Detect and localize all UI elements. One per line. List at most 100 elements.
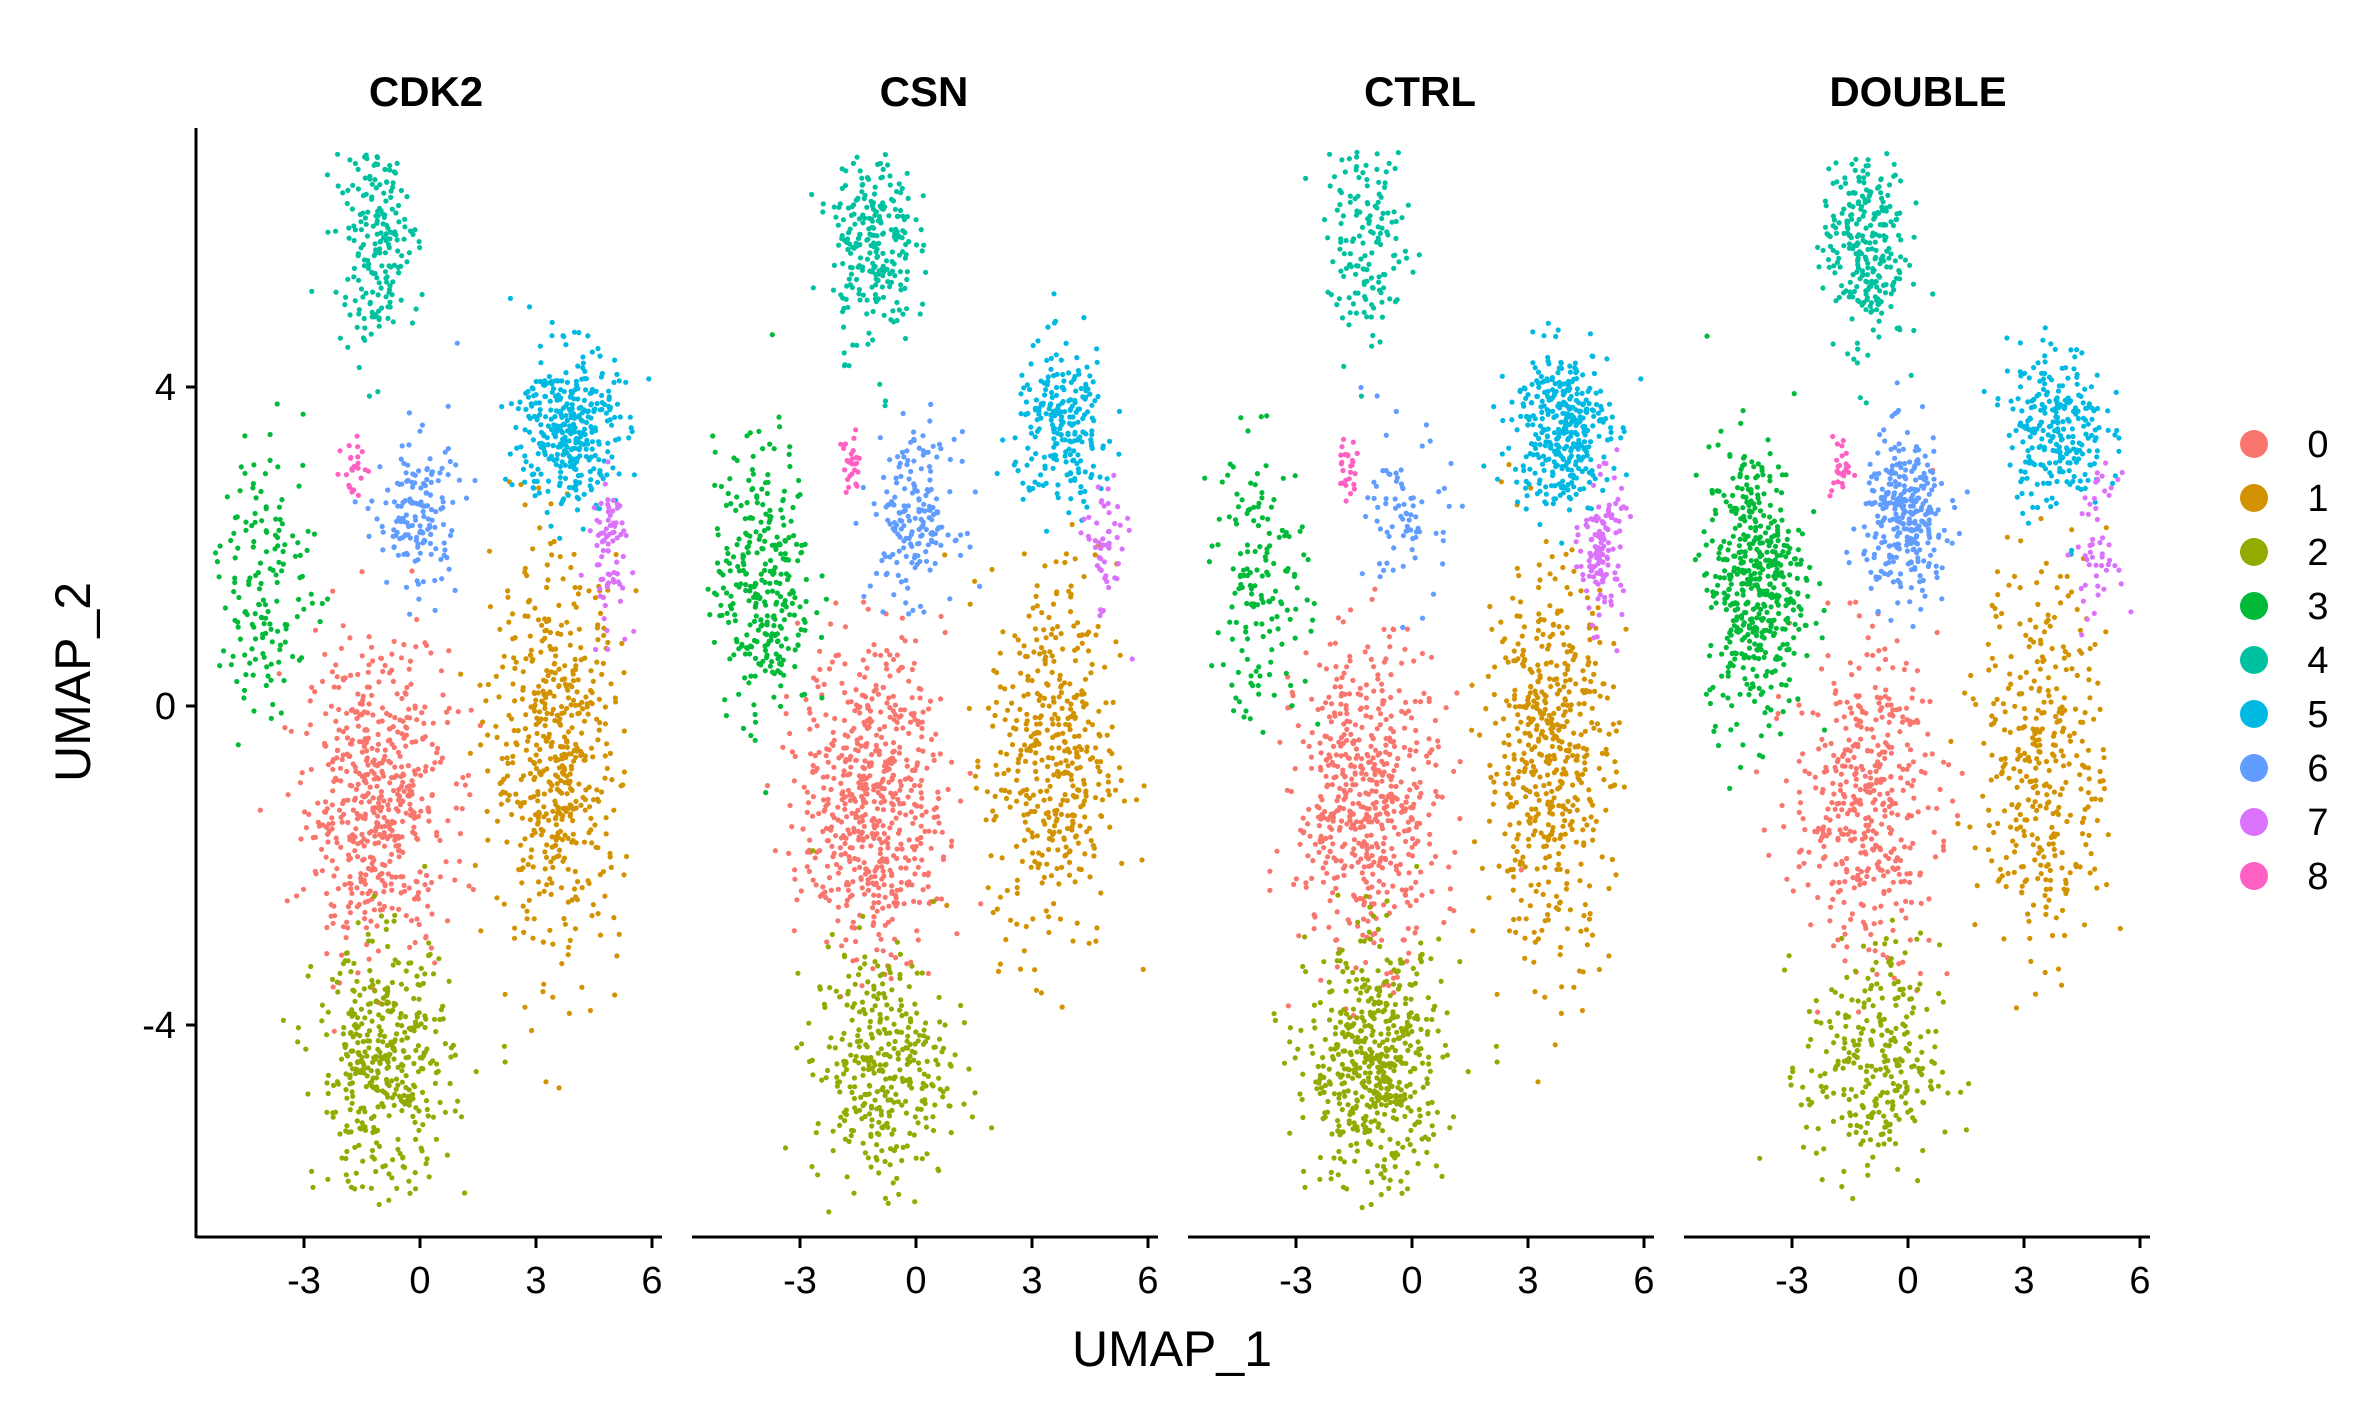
data-point-cluster-1 [570,697,577,703]
data-point-cluster-0 [823,803,829,809]
data-point-cluster-2 [823,1075,829,1081]
data-point-cluster-0 [384,818,390,825]
data-point-cluster-3 [268,661,274,667]
data-point-cluster-0 [360,693,366,699]
data-point-cluster-7 [596,562,602,568]
data-point-cluster-0 [329,815,335,821]
data-point-cluster-4 [382,269,389,275]
data-point-cluster-1 [567,682,573,688]
data-point-cluster-1 [582,797,589,803]
data-point-cluster-7 [611,529,617,535]
data-point-cluster-1 [602,753,608,759]
data-point-cluster-0 [425,903,431,909]
data-point-cluster-6 [934,510,941,516]
data-point-cluster-1 [1014,877,1021,883]
data-point-cluster-0 [347,874,353,880]
data-point-cluster-5 [1095,393,1101,400]
data-point-cluster-3 [756,536,762,542]
data-point-cluster-2 [914,970,920,976]
data-point-cluster-6 [898,473,904,479]
data-point-cluster-2 [409,1091,416,1098]
data-point-cluster-0 [313,871,319,877]
data-point-cluster-6 [882,553,889,560]
data-point-cluster-0 [871,642,877,648]
data-point-cluster-4 [395,264,401,270]
data-point-cluster-0 [404,684,410,691]
data-point-cluster-3 [747,533,753,539]
data-point-cluster-6 [416,468,422,474]
data-point-cluster-2 [412,1119,418,1125]
data-point-cluster-1 [528,704,534,710]
data-point-cluster-0 [439,755,445,761]
data-point-cluster-2 [906,984,912,990]
data-point-cluster-1 [1013,843,1020,850]
data-point-cluster-0 [409,568,415,574]
data-point-cluster-1 [519,800,525,806]
data-point-cluster-0 [927,698,934,704]
data-point-cluster-0 [813,882,819,888]
data-point-cluster-0 [823,753,829,759]
data-point-cluster-4 [896,307,903,313]
data-point-cluster-1 [1044,861,1050,867]
data-point-cluster-4 [856,291,862,297]
data-point-cluster-3 [784,577,791,583]
data-point-cluster-1 [506,619,512,625]
data-point-cluster-6 [453,462,459,468]
data-point-cluster-1 [1056,745,1062,751]
data-point-cluster-2 [897,1007,903,1013]
data-point-cluster-4 [882,403,888,409]
data-point-cluster-1 [500,664,506,670]
data-point-cluster-5 [591,466,597,472]
data-point-cluster-0 [908,787,914,794]
data-point-cluster-0 [320,822,326,828]
data-point-cluster-1 [1107,824,1113,830]
data-point-cluster-1 [571,551,577,557]
data-point-cluster-0 [396,854,402,860]
data-point-cluster-3 [732,618,739,624]
data-point-cluster-6 [920,433,926,439]
data-point-cluster-6 [947,489,953,495]
data-point-cluster-0 [828,786,834,793]
data-point-cluster-0 [871,892,877,898]
data-point-cluster-3 [268,626,274,632]
data-point-cluster-6 [905,513,911,519]
data-point-cluster-0 [906,678,912,684]
data-point-cluster-1 [523,656,529,662]
data-point-cluster-6 [958,532,964,538]
data-point-cluster-0 [330,788,336,794]
data-point-cluster-4 [849,244,856,250]
data-point-cluster-0 [853,938,859,945]
data-point-cluster-1 [498,801,504,807]
data-point-cluster-4 [333,289,339,295]
data-point-cluster-0 [325,762,332,768]
data-point-cluster-0 [871,881,878,888]
data-point-cluster-4 [904,214,911,220]
data-point-cluster-2 [473,1069,479,1075]
data-point-cluster-5 [606,394,612,400]
data-point-cluster-6 [420,509,426,515]
data-point-cluster-1 [612,695,619,701]
data-point-cluster-2 [923,1124,930,1130]
data-point-cluster-1 [594,787,600,793]
data-point-cluster-2 [432,1080,438,1086]
data-point-cluster-5 [1090,379,1096,385]
data-point-cluster-5 [1054,371,1060,377]
data-point-cluster-5 [1024,382,1030,388]
data-point-cluster-3 [787,444,793,450]
data-point-cluster-0 [379,768,385,774]
data-point-cluster-4 [356,277,362,283]
data-point-cluster-0 [938,696,944,702]
data-point-cluster-5 [1035,338,1041,344]
data-point-cluster-6 [908,439,914,445]
data-point-cluster-1 [503,741,509,747]
data-point-cluster-0 [446,705,452,711]
data-point-cluster-5 [1084,386,1090,392]
data-point-cluster-1 [1018,670,1024,676]
data-point-cluster-2 [384,990,390,997]
data-point-cluster-0 [911,847,918,853]
data-point-cluster-5 [1090,463,1096,469]
data-point-cluster-1 [595,737,601,743]
data-point-cluster-4 [890,308,896,314]
data-point-cluster-1 [509,611,516,617]
data-point-cluster-0 [395,833,401,839]
